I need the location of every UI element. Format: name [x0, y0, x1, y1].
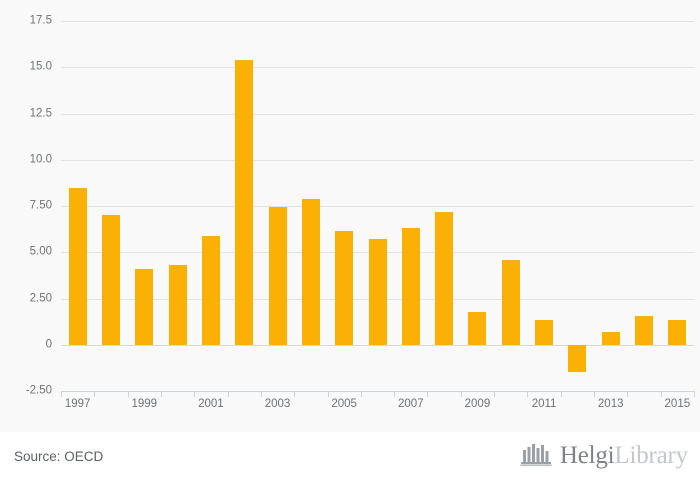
- x-axis-line: [61, 391, 694, 392]
- x-axis-tick: [427, 391, 428, 397]
- x-axis-tick-label: 2005: [331, 398, 357, 410]
- gridline: [61, 113, 694, 115]
- brand-name-secondary: Library: [614, 441, 688, 469]
- gridline: [61, 21, 694, 22]
- brand-logo: HelgiLibrary: [519, 442, 688, 468]
- plot-area: [61, 21, 694, 391]
- x-axis-tick: [561, 391, 562, 397]
- brand-name-primary: Helgi: [559, 441, 615, 469]
- x-axis-tick-label: 2013: [597, 398, 624, 410]
- x-axis-tick-label: 2001: [198, 398, 224, 410]
- y-axis-tick-label: 17.5: [29, 14, 52, 27]
- y-axis-tick-label: -2.50: [25, 384, 52, 397]
- bar-2008[interactable]: [435, 211, 453, 345]
- bar-2014[interactable]: [635, 316, 653, 345]
- chart-footer: Source: OECD HelgiLibrary: [0, 432, 700, 483]
- bar-2002[interactable]: [235, 59, 253, 345]
- bar-2007[interactable]: [402, 228, 420, 345]
- bar-2000[interactable]: [169, 265, 187, 345]
- x-axis-tick-label: 2009: [464, 398, 491, 410]
- bar-2013[interactable]: [602, 331, 620, 345]
- x-axis-tick: [328, 391, 329, 397]
- bar-2009[interactable]: [468, 312, 486, 345]
- helgi-library-mark-icon: [519, 444, 552, 467]
- y-axis-labels: 17.5 15.0 12.5 10.0 7.50 5.00 2.50 0 -2.50: [0, 0, 52, 432]
- source-label: Source: OECD: [14, 449, 104, 464]
- gridline: [61, 67, 694, 69]
- x-axis-tick: [527, 391, 528, 397]
- bar-1998[interactable]: [102, 215, 120, 345]
- x-axis-tick: [627, 391, 628, 397]
- gridline: [61, 159, 694, 161]
- x-axis-tick-label: 2015: [664, 398, 691, 410]
- x-axis-tick: [661, 391, 662, 397]
- x-axis-tick-label: 1999: [131, 398, 158, 410]
- x-axis-tick-label: 2011: [531, 398, 557, 410]
- bar-2004[interactable]: [302, 198, 320, 345]
- x-axis-tick: [161, 391, 162, 397]
- x-axis-tick: [94, 391, 95, 397]
- y-axis-tick-label: 15.0: [29, 60, 52, 73]
- x-axis-tick-label: 1997: [64, 398, 91, 410]
- brand-name: HelgiLibrary: [560, 443, 688, 468]
- bar-2011[interactable]: [535, 319, 553, 345]
- x-axis-tick: [461, 391, 462, 397]
- y-axis-tick-label: 5.00: [29, 245, 52, 258]
- bar-1997[interactable]: [69, 187, 87, 345]
- x-axis-tick: [228, 391, 229, 397]
- y-axis-tick-label: 2.50: [29, 291, 52, 304]
- bar-1999[interactable]: [135, 268, 153, 345]
- bar-2006[interactable]: [369, 239, 387, 345]
- x-axis-tick-label: 2007: [398, 398, 424, 410]
- x-axis-tick: [128, 391, 129, 397]
- bar-2005[interactable]: [335, 230, 353, 345]
- x-axis-tick: [294, 391, 295, 397]
- bar-2001[interactable]: [202, 235, 220, 345]
- x-axis-tick: [261, 391, 262, 397]
- gridline: [61, 344, 694, 346]
- x-axis-tick: [694, 391, 695, 397]
- x-axis-tick: [494, 391, 495, 397]
- x-axis-tick: [61, 391, 62, 397]
- x-axis-tick: [194, 391, 195, 397]
- x-axis-tick: [594, 391, 595, 397]
- bar-2010[interactable]: [502, 259, 520, 345]
- y-axis-tick-label: 10.0: [29, 153, 52, 165]
- bar-2012[interactable]: [568, 344, 586, 372]
- gridline: [61, 206, 694, 207]
- y-axis-tick-label: 0: [45, 338, 52, 350]
- x-axis-tick-label: 2003: [264, 398, 291, 410]
- bar-2003[interactable]: [269, 206, 287, 345]
- bar-2015[interactable]: [668, 319, 686, 345]
- x-axis-tick: [361, 391, 362, 397]
- y-axis-tick-label: 12.5: [29, 106, 52, 119]
- y-axis-tick-label: 7.50: [29, 199, 52, 212]
- x-axis-tick: [394, 391, 395, 397]
